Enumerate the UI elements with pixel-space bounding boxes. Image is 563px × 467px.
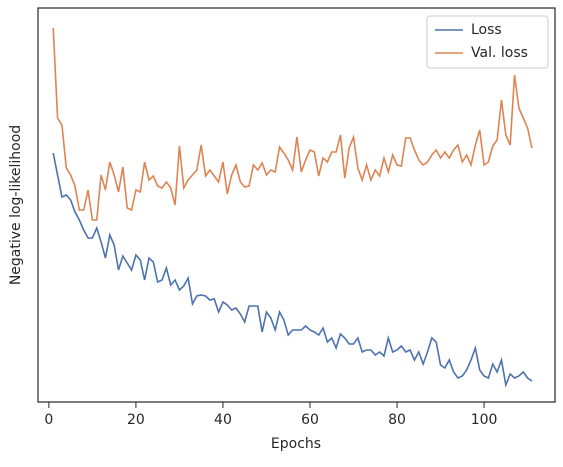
y-axis-label: Negative log-likelihood [8, 125, 24, 285]
series-line [52, 27, 533, 221]
x-tick-label: 60 [301, 412, 319, 428]
x-tick-label: 40 [214, 412, 232, 428]
x-tick-label: 80 [388, 412, 406, 428]
legend-label: Loss [471, 22, 502, 38]
legend-box [426, 15, 549, 69]
legend: Loss Val. loss [426, 15, 549, 69]
legend-label: Val. loss [471, 45, 528, 61]
plot-frame [37, 7, 556, 403]
x-tick-label: 100 [471, 412, 498, 428]
series-line [52, 152, 533, 388]
x-tick-label: 20 [127, 412, 145, 428]
x-tick-label: 0 [44, 412, 53, 428]
x-axis-label: Epochs [271, 436, 321, 452]
